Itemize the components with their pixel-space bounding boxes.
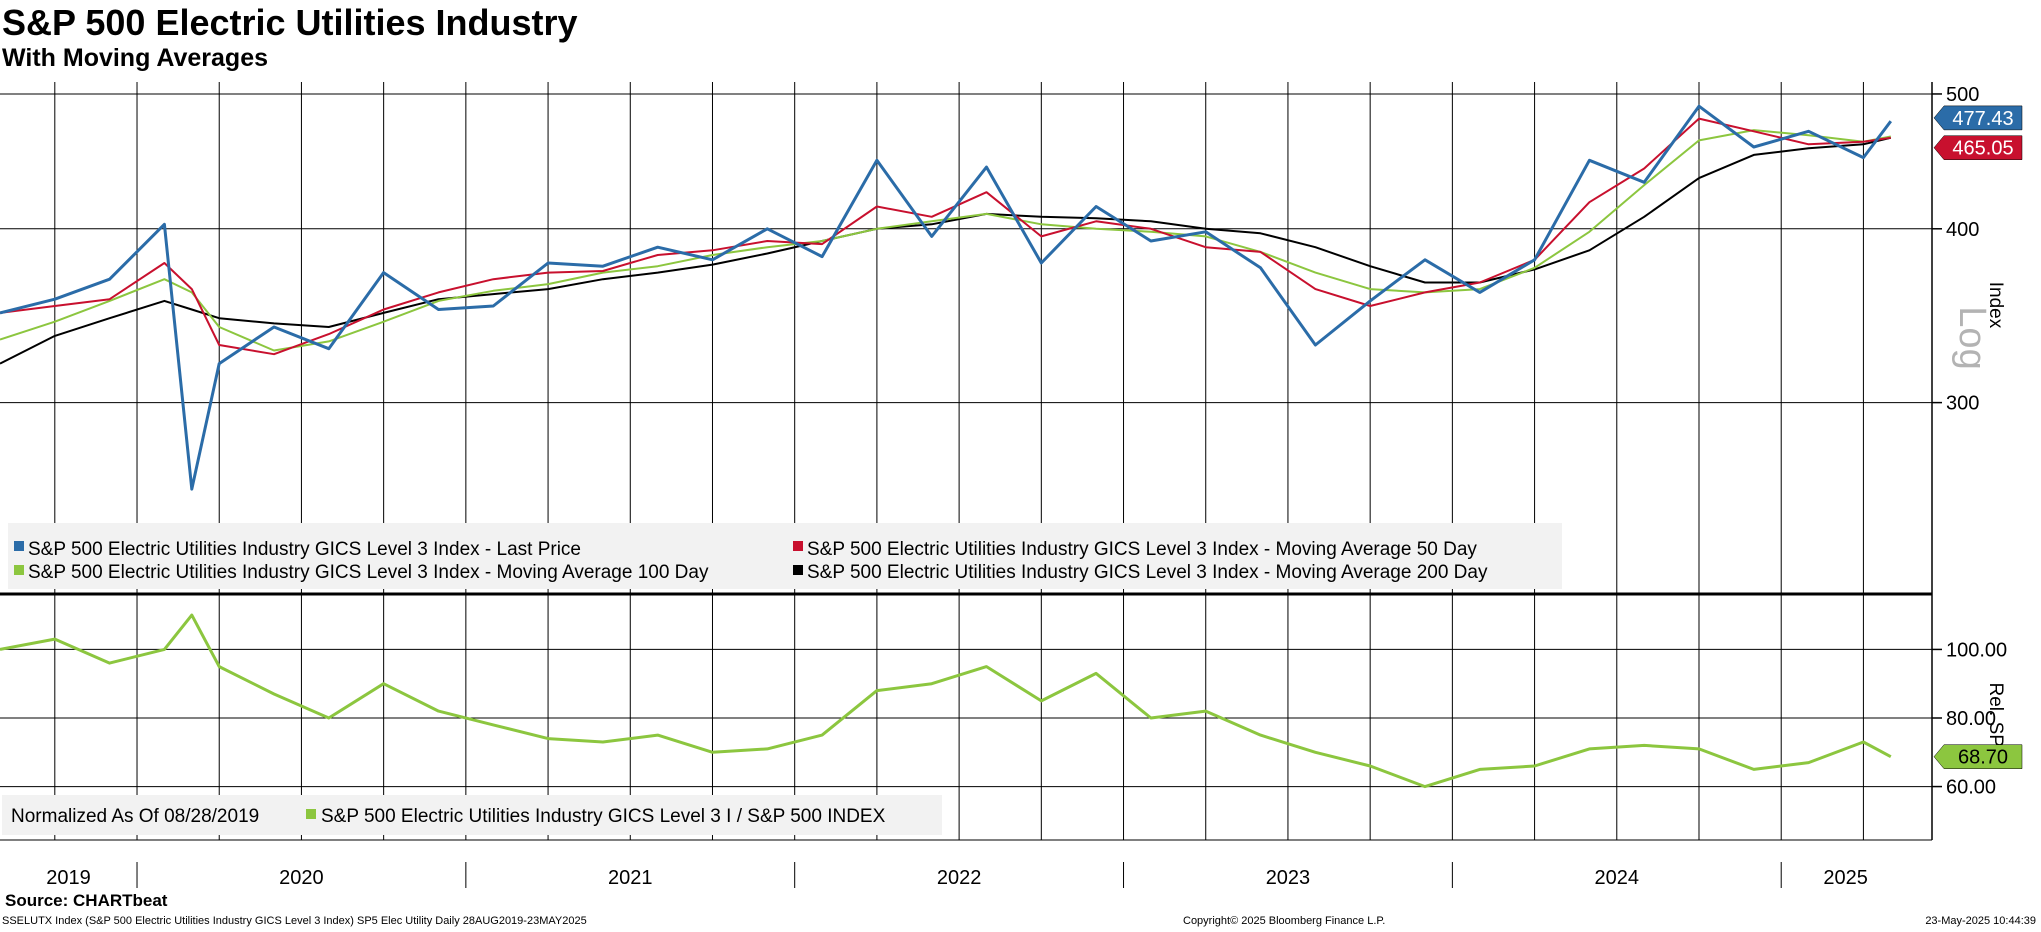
- legend-background: [8, 523, 1562, 589]
- series-line-ma100: [0, 129, 1891, 352]
- panel-frame: [0, 82, 1933, 841]
- legend-top: S&P 500 Electric Utilities Industry GICS…: [8, 523, 1562, 589]
- y-tick-label: 100.00: [1946, 639, 2007, 661]
- x-tick-label: 2020: [279, 867, 324, 889]
- y-axis-label-rel: Rel. SP5: [1985, 683, 2006, 758]
- series-line-ma200: [0, 136, 1892, 365]
- normalized-note: Normalized As Of 08/28/2019: [11, 806, 259, 827]
- value-badge-last-price-bg: [1933, 105, 2023, 131]
- legend-item-ma200: S&P 500 Electric Utilities Industry GICS…: [807, 562, 1488, 583]
- legend-bottom-background: [2, 795, 942, 835]
- value-badges: 465.05 477.43 68.70: [1933, 105, 2023, 769]
- value-badge-last-price: 477.43: [1952, 108, 2013, 130]
- x-tick-label: 2021: [608, 867, 653, 889]
- value-badge-ma50-bg: [1933, 135, 2023, 160]
- y-tick-label: 80.00: [1946, 708, 1996, 730]
- grid-lines: [0, 82, 1942, 840]
- chart-title: S&P 500 Electric Utilities Industry: [2, 2, 578, 43]
- value-badge-relative: 68.70: [1958, 747, 2008, 769]
- x-tick-label: 2023: [1266, 867, 1311, 889]
- source-note: Source: CHARTbeat: [5, 891, 168, 910]
- x-tick-label: 2019: [46, 867, 91, 889]
- series-line-last-price: [0, 104, 1892, 491]
- legend-swatch-ma200: [793, 565, 803, 575]
- y-tick-label: 300: [1946, 393, 1979, 415]
- x-tick-label: 2022: [937, 867, 982, 889]
- x-tick-label: 2025: [1823, 867, 1868, 889]
- legend-item-ma100: S&P 500 Electric Utilities Industry GICS…: [28, 562, 709, 583]
- chart-subtitle: With Moving Averages: [2, 44, 269, 72]
- y-tick-label: 400: [1946, 219, 1979, 241]
- timestamp: 23-May-2025 10:44:39: [1925, 915, 2036, 927]
- legend-item-last-price: S&P 500 Electric Utilities Industry GICS…: [28, 539, 581, 560]
- legend-swatch-last-price: [14, 541, 24, 551]
- legend-bottom: Normalized As Of 08/28/2019 S&P 500 Elec…: [2, 795, 942, 835]
- legend-item-ma50: S&P 500 Electric Utilities Industry GICS…: [807, 539, 1477, 560]
- legend-swatch-ma100: [14, 565, 24, 575]
- log-scale-label: Log: [1951, 306, 1993, 369]
- index-description: SSELUTX Index (S&P 500 Electric Utilitie…: [2, 915, 587, 927]
- y-tick-label: 500: [1946, 84, 1979, 106]
- value-badge-ma50: 465.05: [1952, 138, 2013, 160]
- legend-item-relative: S&P 500 Electric Utilities Industry GICS…: [321, 806, 886, 827]
- series-lines: [0, 104, 1892, 789]
- copyright-note: Copyright© 2025 Bloomberg Finance L.P.: [1183, 915, 1386, 927]
- y-axis-label-index: Index: [1985, 282, 2006, 329]
- legend-swatch-ma50: [793, 541, 803, 551]
- legend-swatch-relative: [306, 809, 316, 819]
- axis-labels: 500 400 300 100.00 80.00 60.00 2019 2020 2021 202…: [46, 84, 2007, 889]
- series-line-relative: [0, 613, 1892, 789]
- series-line-ma50: [0, 117, 1891, 356]
- x-tick-label: 2024: [1595, 867, 1640, 889]
- value-badge-relative-bg: [1933, 744, 2023, 769]
- y-tick-label: 60.00: [1946, 777, 1996, 799]
